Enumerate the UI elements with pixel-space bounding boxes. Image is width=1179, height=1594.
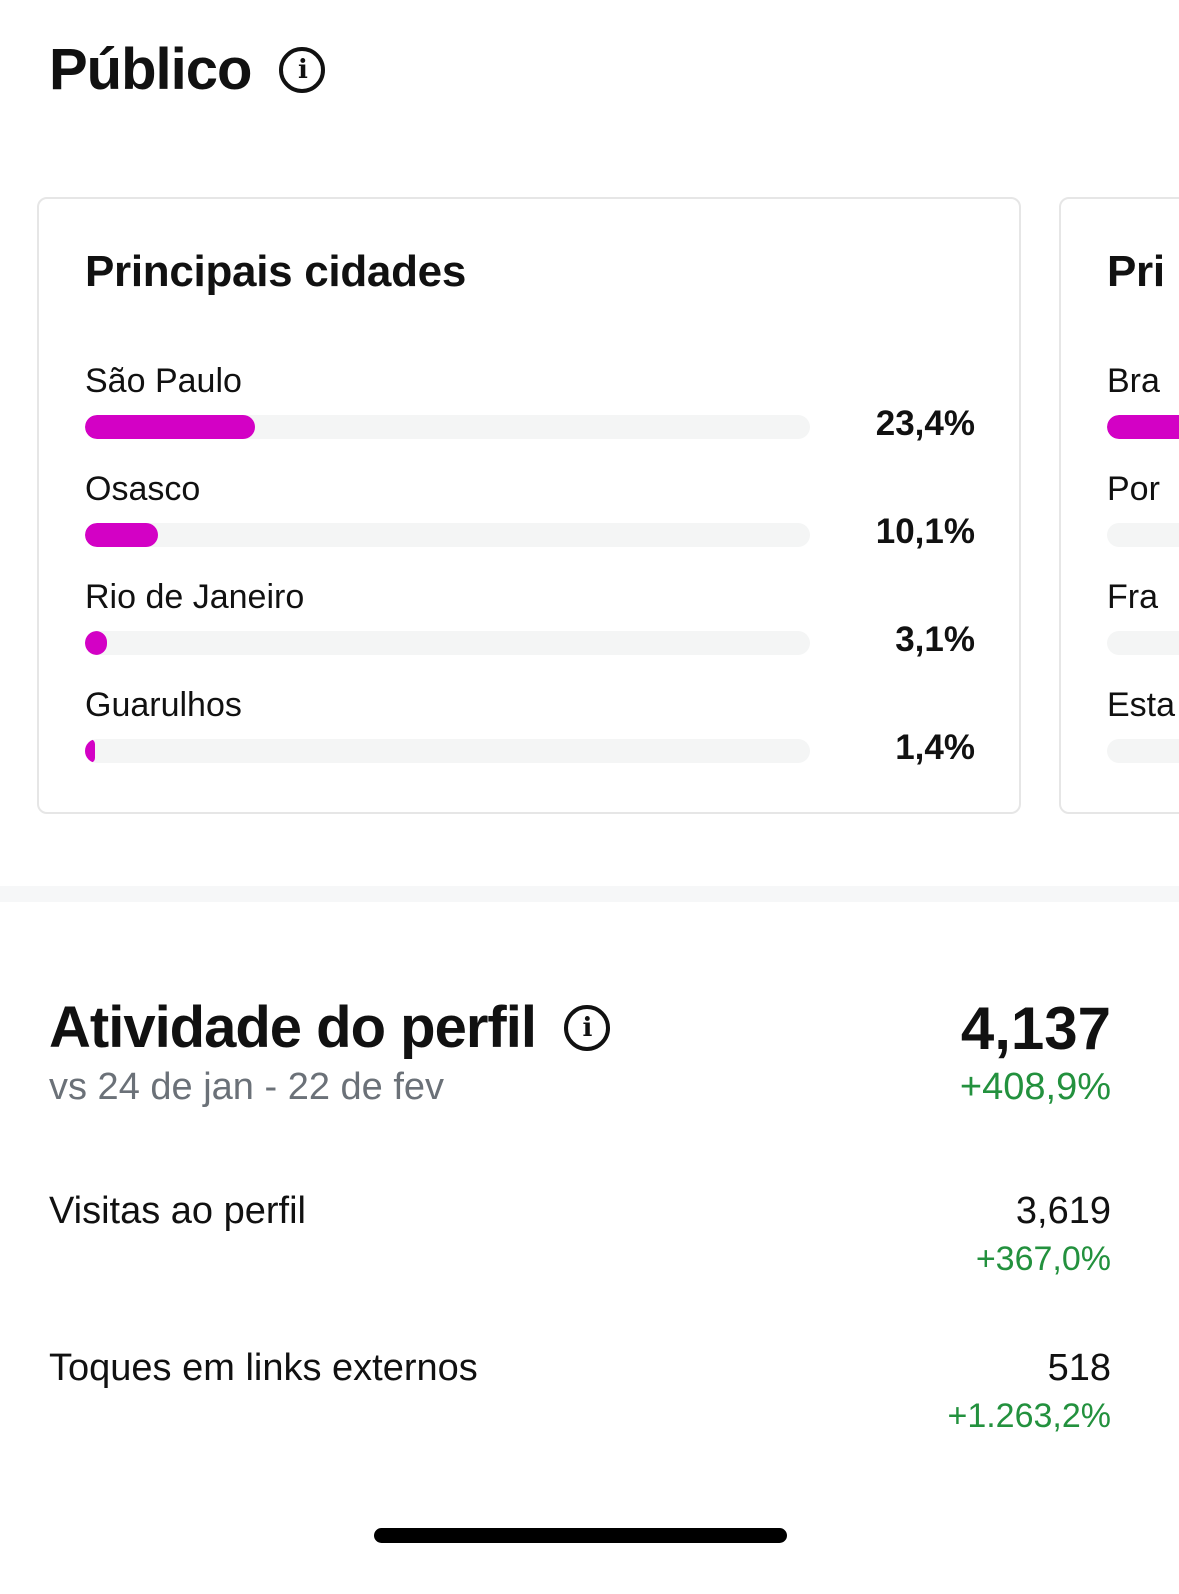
bar-track — [1107, 523, 1179, 547]
city-percent: 3,1% — [895, 620, 975, 659]
bar-track — [85, 631, 810, 655]
city-label: Rio de Janeiro — [85, 578, 305, 616]
metric-change-external-links: +1.263,2% — [947, 1397, 1111, 1435]
metric-change-profile-visits: +367,0% — [975, 1240, 1111, 1278]
info-icon[interactable]: i — [563, 1004, 610, 1051]
city-percent: 1,4% — [895, 728, 975, 767]
bar-fill — [85, 739, 95, 763]
metric-value-profile-visits: 3,619 — [1015, 1190, 1111, 1232]
metric-label-external-links[interactable]: Toques em links externos — [49, 1347, 478, 1389]
audience-header: Público i — [49, 36, 326, 103]
country-label: Esta — [1107, 686, 1176, 724]
metric-value-external-links: 518 — [1047, 1347, 1111, 1389]
activity-header: Atividade do perfil i — [49, 994, 610, 1061]
activity-total: 4,137 — [960, 995, 1111, 1062]
card-title: Principais cidades — [85, 247, 466, 296]
card-title: Pri — [1107, 247, 1165, 296]
country-label: Bra — [1107, 362, 1160, 400]
city-percent: 23,4% — [875, 404, 975, 443]
city-percent: 10,1% — [875, 512, 975, 551]
bar-fill — [85, 631, 107, 655]
bar-fill — [1107, 415, 1179, 439]
country-label: Fra — [1107, 578, 1158, 616]
section-divider — [0, 886, 1179, 902]
audience-title: Público — [49, 37, 252, 102]
city-label: São Paulo — [85, 362, 242, 400]
bar-track — [1107, 739, 1179, 763]
bar-track — [85, 415, 810, 439]
bar-track — [85, 523, 810, 547]
bar-fill — [85, 523, 158, 547]
city-label: Osasco — [85, 470, 201, 508]
home-indicator[interactable] — [374, 1528, 787, 1543]
top-cities-card[interactable]: Principais cidades São Paulo 23,4% Osasc… — [37, 197, 1021, 814]
comparison-range: vs 24 de jan - 22 de fev — [49, 1066, 445, 1108]
bar-track — [1107, 631, 1179, 655]
info-icon[interactable]: i — [279, 46, 326, 93]
bar-fill — [85, 415, 255, 439]
activity-title: Atividade do perfil — [49, 995, 537, 1060]
bar-track — [85, 739, 810, 763]
bar-track — [1107, 415, 1179, 439]
metric-label-profile-visits[interactable]: Visitas ao perfil — [49, 1190, 306, 1232]
activity-total-change: +408,9% — [959, 1066, 1111, 1108]
city-label: Guarulhos — [85, 686, 242, 724]
country-label: Por — [1107, 470, 1160, 508]
top-countries-card[interactable]: Pri Bra Por Fra Esta — [1059, 197, 1179, 814]
